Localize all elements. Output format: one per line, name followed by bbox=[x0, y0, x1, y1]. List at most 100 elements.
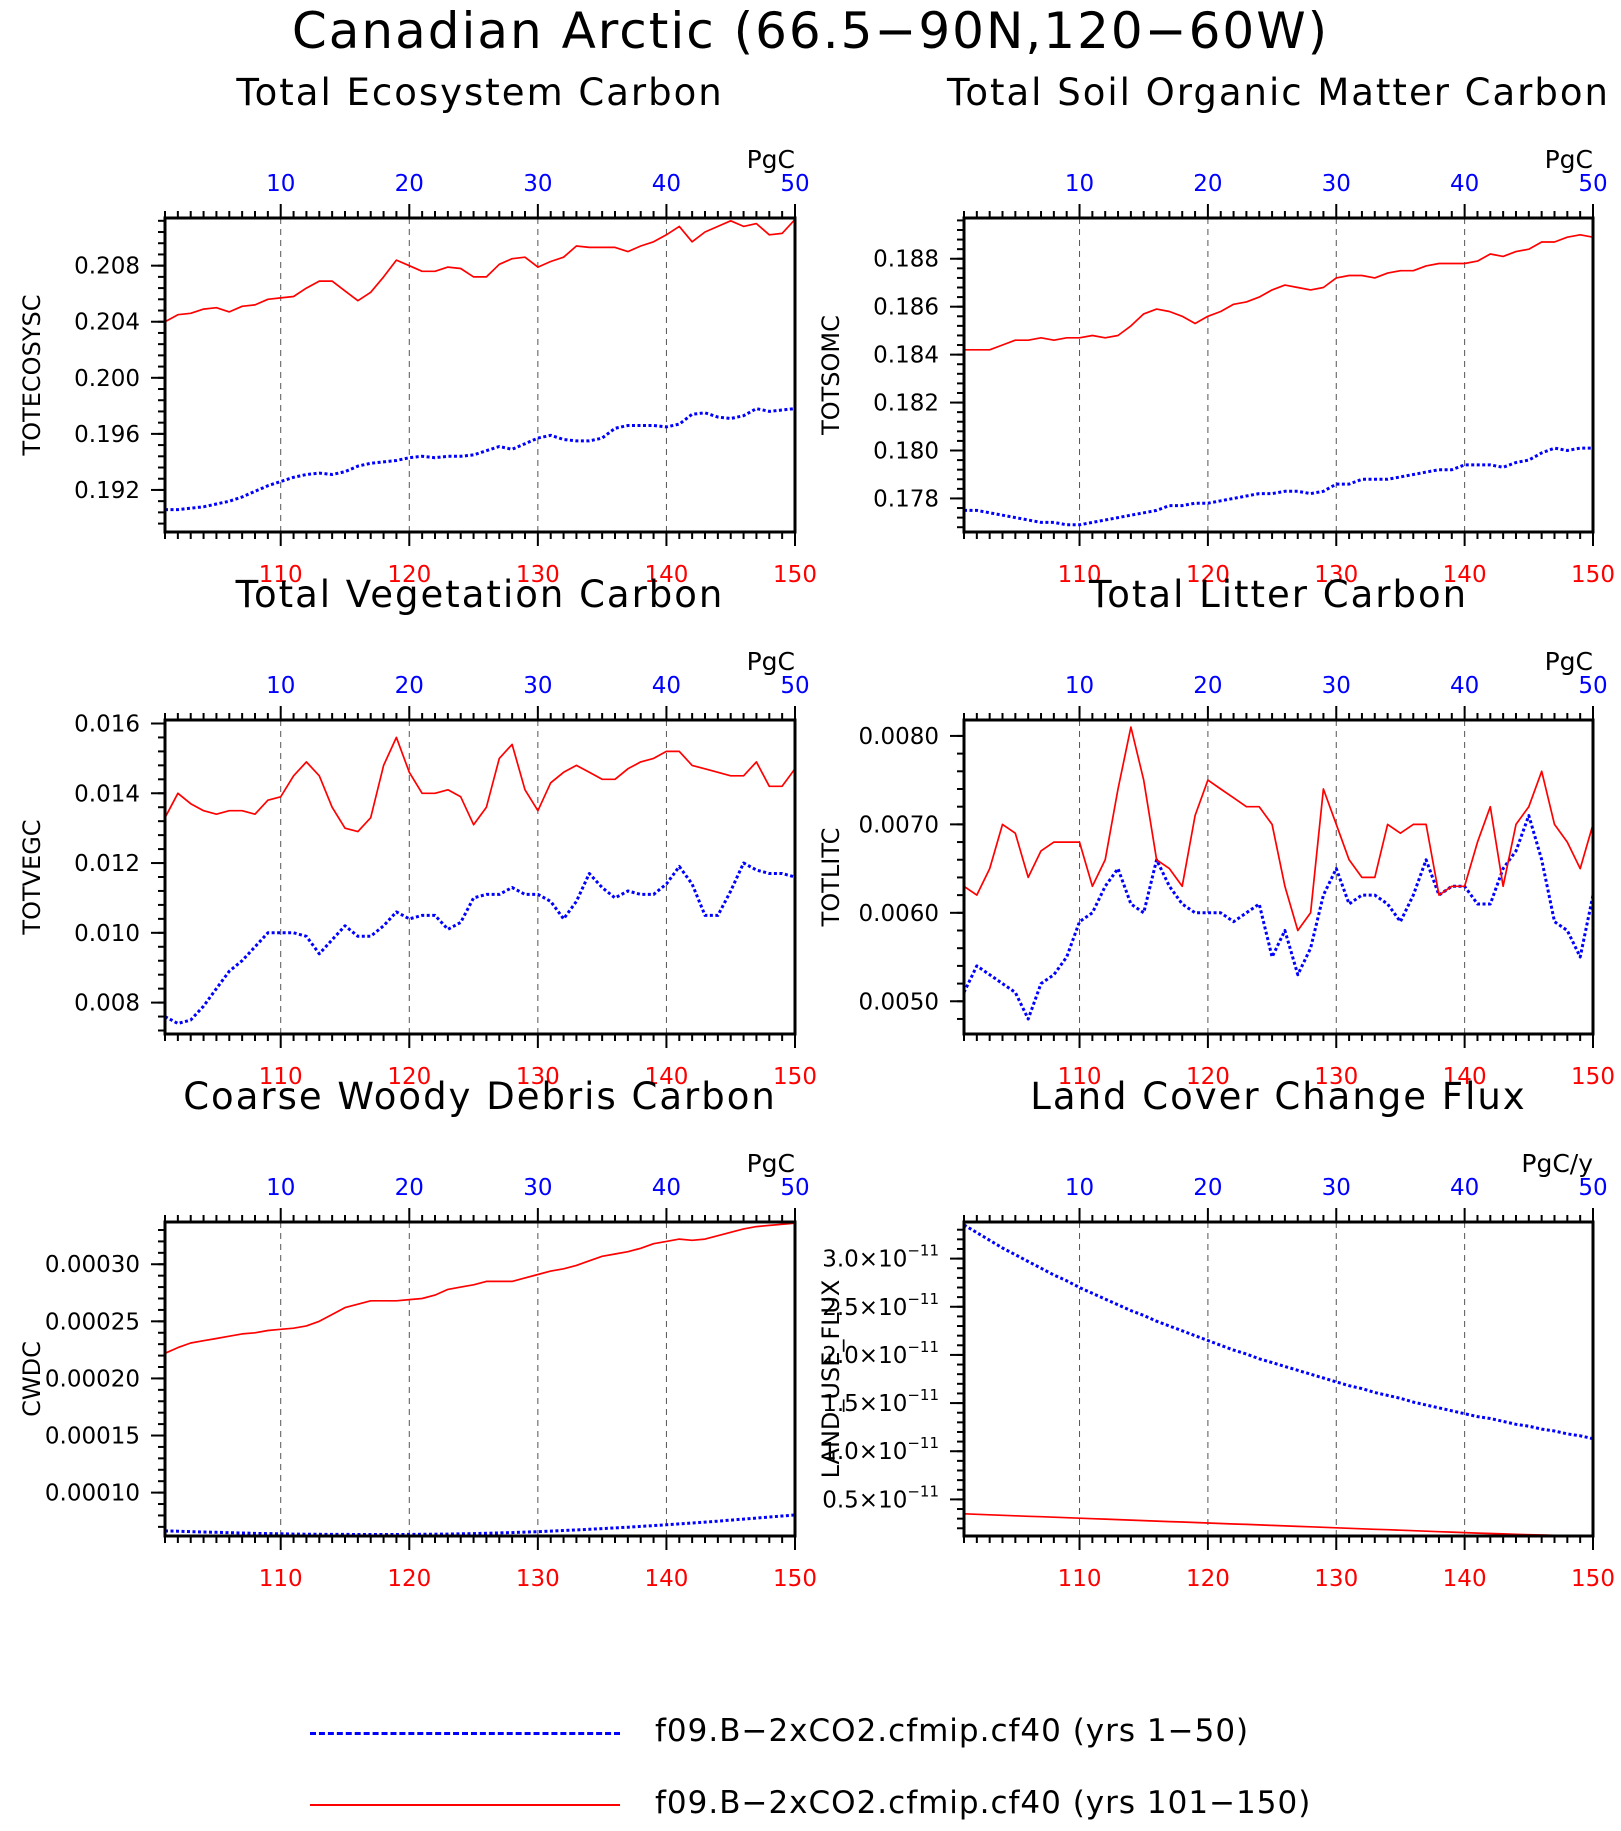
x-tick-label-top: 10 bbox=[1065, 171, 1094, 197]
y-tick-exponent: −11 bbox=[907, 1386, 939, 1404]
y-tick-exponent: −11 bbox=[907, 1482, 939, 1500]
y-tick-label: 0.008 bbox=[74, 991, 140, 1017]
series-line-yrs-1-50 bbox=[165, 407, 796, 512]
x-tick-label-bottom: 130 bbox=[516, 1064, 560, 1090]
x-tick-label-bottom: 140 bbox=[1443, 1566, 1487, 1592]
y-tick-label: 0.0080 bbox=[859, 724, 939, 750]
y-axis-label: LAND_USE_FLUX bbox=[817, 1280, 845, 1479]
x-tick-label-bottom: 150 bbox=[1571, 562, 1615, 588]
x-tick-label-bottom: 110 bbox=[1058, 1064, 1102, 1090]
y-tick-label: 0.196 bbox=[74, 422, 140, 448]
x-tick-label-top: 50 bbox=[1578, 1175, 1607, 1201]
plot-frame bbox=[962, 216, 1595, 534]
y-tick-label: 0.184 bbox=[873, 343, 939, 369]
y-tick-label: 0.182 bbox=[873, 391, 939, 417]
series-line-yrs-1-50 bbox=[963, 1223, 1594, 1441]
figure-canvas: Total Ecosystem Carbon PgC 110 120 130 140 150… bbox=[18, 71, 1615, 1592]
chart-panel-5: Coarse Woody Debris Carbon PgC 110 120 130 14… bbox=[18, 1075, 817, 1592]
y-tick-label: 0.0070 bbox=[859, 812, 939, 838]
x-tick-label-bottom: 110 bbox=[259, 1064, 303, 1090]
plot-frame bbox=[163, 216, 797, 534]
panel-title: Total Soil Organic Matter Carbon bbox=[946, 71, 1610, 114]
x-tick-label-top: 40 bbox=[1450, 171, 1479, 197]
x-tick-label-top: 30 bbox=[1322, 171, 1351, 197]
y-tick-label: 0.200 bbox=[74, 366, 140, 392]
series-line-yrs-101-150 bbox=[164, 218, 796, 323]
y-tick-exponent: −11 bbox=[907, 1338, 939, 1356]
x-tick-label-top: 40 bbox=[652, 1175, 681, 1201]
legend-swatch-dashed-blue bbox=[310, 1732, 620, 1735]
x-tick-label-top: 40 bbox=[1450, 1175, 1479, 1201]
legend-label: f09.B−2xCO2.cfmip.cf40 (yrs 1−50) bbox=[655, 1713, 1250, 1749]
y-tick-label: 0.192 bbox=[74, 478, 140, 504]
x-tick-label-top: 30 bbox=[1322, 673, 1351, 699]
x-tick-label-top: 40 bbox=[652, 171, 681, 197]
y-tick-label: 0.0050 bbox=[859, 989, 939, 1015]
legend-swatch-solid-red bbox=[310, 1804, 620, 1806]
x-tick-label-top: 40 bbox=[652, 673, 681, 699]
units-label: PgC/y bbox=[1521, 1149, 1593, 1178]
units-label: PgC bbox=[747, 647, 795, 676]
x-tick-label-bottom: 130 bbox=[1314, 1064, 1358, 1090]
y-tick-mantissa: 2.5×10 bbox=[822, 1295, 907, 1321]
series-line-yrs-1-50 bbox=[962, 814, 1595, 1021]
y-tick-mantissa: 1.5×10 bbox=[822, 1391, 907, 1417]
y-axis-label: TOTSOMC bbox=[817, 315, 845, 436]
chart-panel-6: Land Cover Change Flux PgC/y 110 120 130 140 1… bbox=[817, 1075, 1615, 1592]
y-tick-label: 0.014 bbox=[74, 781, 140, 807]
x-tick-label-bottom: 130 bbox=[516, 1566, 560, 1592]
plot-frame bbox=[163, 1220, 797, 1538]
x-tick-label-top: 10 bbox=[266, 1175, 295, 1201]
x-tick-label-top: 20 bbox=[395, 171, 424, 197]
x-tick-label-bottom: 130 bbox=[1314, 562, 1358, 588]
y-tick-label: 0.208 bbox=[74, 254, 140, 280]
x-tick-label-top: 50 bbox=[780, 673, 809, 699]
panel-title: Total Litter Carbon bbox=[1088, 573, 1468, 616]
y-tick-mantissa: 2.0×10 bbox=[822, 1343, 907, 1369]
x-tick-label-top: 50 bbox=[1578, 171, 1607, 197]
x-tick-label-top: 20 bbox=[395, 1175, 424, 1201]
series-line-yrs-101-150 bbox=[963, 726, 1594, 932]
y-tick-exponent: −11 bbox=[907, 1290, 939, 1308]
y-tick-label: 0.0060 bbox=[859, 901, 939, 927]
y-tick-mantissa: 3.0×10 bbox=[822, 1247, 907, 1273]
y-tick-label: 0.178 bbox=[873, 486, 939, 512]
x-tick-label-bottom: 140 bbox=[1443, 1064, 1487, 1090]
chart-panel-3: Total Vegetation Carbon PgC 110 120 130 140 15… bbox=[18, 573, 817, 1090]
series-line-yrs-1-50 bbox=[964, 446, 1593, 527]
x-tick-label-bottom: 120 bbox=[1186, 1566, 1230, 1592]
x-tick-label-top: 10 bbox=[266, 673, 295, 699]
y-axis-label: TOTLITC bbox=[817, 828, 845, 928]
y-tick-label: 0.016 bbox=[74, 711, 140, 737]
x-tick-label-bottom: 130 bbox=[516, 562, 560, 588]
y-tick-exponent: −11 bbox=[907, 1242, 939, 1260]
x-tick-label-bottom: 130 bbox=[1314, 1566, 1358, 1592]
y-tick-label: 0.00020 bbox=[45, 1366, 140, 1392]
series-line-yrs-101-150 bbox=[964, 233, 1594, 351]
x-tick-label-bottom: 140 bbox=[1443, 562, 1487, 588]
x-tick-label-bottom: 150 bbox=[1571, 1064, 1615, 1090]
units-label: PgC bbox=[1545, 145, 1593, 174]
x-tick-label-bottom: 110 bbox=[1058, 562, 1102, 588]
x-tick-label-bottom: 120 bbox=[1186, 562, 1230, 588]
units-label: PgC bbox=[747, 145, 795, 174]
x-tick-label-bottom: 120 bbox=[387, 1064, 431, 1090]
y-tick-label: 0.010 bbox=[74, 921, 140, 947]
units-label: PgC bbox=[1545, 647, 1593, 676]
panel-title: Total Vegetation Carbon bbox=[235, 573, 725, 616]
chart-panel-1: Total Ecosystem Carbon PgC 110 120 130 140 150… bbox=[18, 71, 817, 588]
y-tick-label: 0.186 bbox=[873, 295, 939, 321]
series-line-yrs-101-150 bbox=[164, 1222, 796, 1355]
series-line-yrs-101-150 bbox=[164, 736, 796, 833]
y-axis-label: TOTECOSYSC bbox=[18, 295, 46, 457]
y-tick-label: 1.5×10−11 bbox=[822, 1386, 939, 1417]
y-tick-label: 3.0×10−11 bbox=[822, 1242, 939, 1273]
panel-title: Land Cover Change Flux bbox=[1030, 1075, 1526, 1118]
x-tick-label-top: 50 bbox=[780, 171, 809, 197]
y-tick-mantissa: 0.5×10 bbox=[822, 1487, 907, 1513]
series-line-yrs-1-50 bbox=[164, 1513, 796, 1536]
x-tick-label-top: 20 bbox=[1193, 171, 1222, 197]
y-tick-label: 0.204 bbox=[74, 310, 140, 336]
units-label: PgC bbox=[747, 1149, 795, 1178]
x-tick-label-top: 50 bbox=[780, 1175, 809, 1201]
